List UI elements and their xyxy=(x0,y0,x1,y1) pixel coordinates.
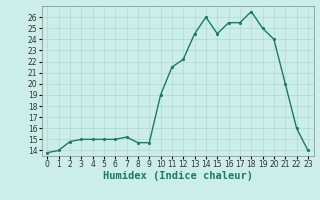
X-axis label: Humidex (Indice chaleur): Humidex (Indice chaleur) xyxy=(103,171,252,181)
